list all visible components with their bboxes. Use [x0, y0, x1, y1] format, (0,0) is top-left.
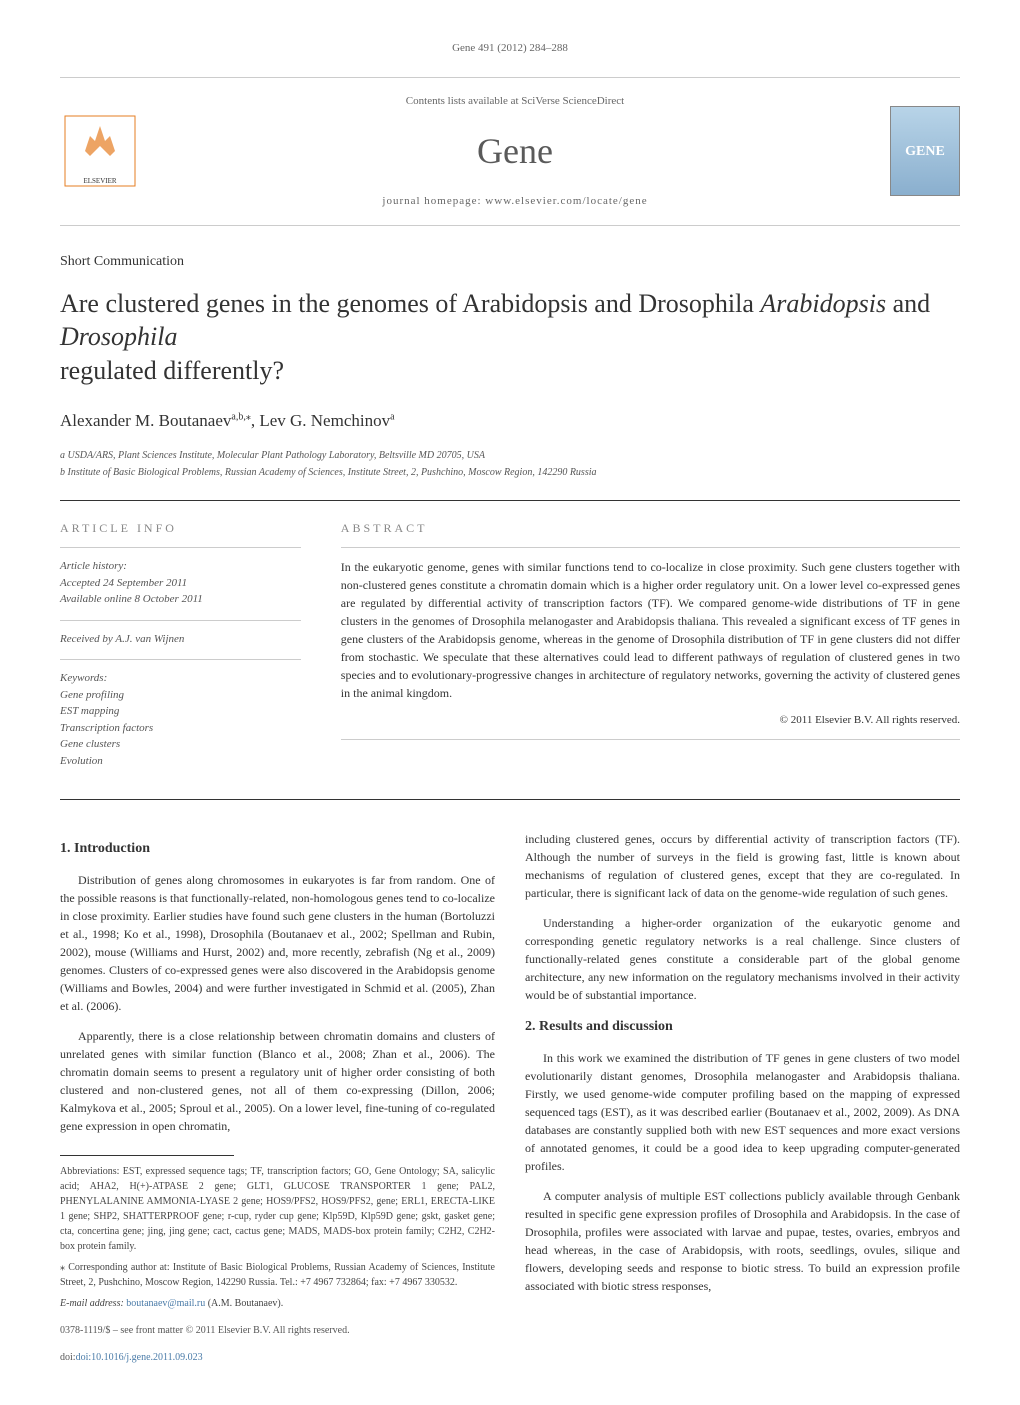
article-info: ARTICLE INFO Article history: Accepted 2… [60, 519, 301, 781]
header-citation: Gene 491 (2012) 284–288 [60, 40, 960, 57]
article-history: Article history: Accepted 24 September 2… [60, 558, 301, 608]
left-column: 1. Introduction Distribution of genes al… [60, 830, 495, 1365]
email-footnote: E-mail address: boutanaev@mail.ru (A.M. … [60, 1296, 495, 1311]
results-heading: 2. Results and discussion [525, 1016, 960, 1037]
intro-p4: Understanding a higher-order organizatio… [525, 914, 960, 1004]
abstract-section: ABSTRACT In the eukaryotic genome, genes… [341, 519, 960, 781]
affiliations: a USDA/ARS, Plant Sciences Institute, Mo… [60, 448, 960, 480]
contents-list: Contents lists available at SciVerse Sci… [140, 93, 890, 110]
journal-header: ELSEVIER Contents lists available at Sci… [60, 77, 960, 226]
journal-title: Gene [140, 124, 890, 178]
elsevier-logo: ELSEVIER [60, 111, 140, 191]
footer-doi: doi:doi:10.1016/j.gene.2011.09.023 [60, 1350, 495, 1365]
abstract-heading: ABSTRACT [341, 519, 960, 537]
authors: Alexander M. Boutanaeva,b,⁎, Lev G. Nemc… [60, 408, 960, 434]
results-p2: A computer analysis of multiple EST coll… [525, 1187, 960, 1295]
right-column: including clustered genes, occurs by dif… [525, 830, 960, 1365]
intro-heading: 1. Introduction [60, 838, 495, 859]
footnote-separator [60, 1155, 234, 1156]
email-link[interactable]: boutanaev@mail.ru [126, 1298, 205, 1309]
svg-text:ELSEVIER: ELSEVIER [83, 177, 116, 185]
article-info-heading: ARTICLE INFO [60, 519, 301, 537]
keywords-block: Keywords: Gene profiling EST mapping Tra… [60, 670, 301, 769]
intro-p2: Apparently, there is a close relationshi… [60, 1027, 495, 1135]
received-by: Received by A.J. van Wijnen [60, 631, 301, 648]
journal-center: Contents lists available at SciVerse Sci… [140, 93, 890, 210]
abstract-copyright: © 2011 Elsevier B.V. All rights reserved… [341, 712, 960, 729]
gene-cover-logo: GENE [890, 106, 960, 196]
footer-issn: 0378-1119/$ – see front matter © 2011 El… [60, 1323, 495, 1338]
section-type: Short Communication [60, 251, 960, 272]
info-abstract-block: ARTICLE INFO Article history: Accepted 2… [60, 500, 960, 800]
body-columns: 1. Introduction Distribution of genes al… [60, 830, 960, 1365]
intro-p3: including clustered genes, occurs by dif… [525, 830, 960, 902]
journal-homepage: journal homepage: www.elsevier.com/locat… [140, 193, 890, 210]
affiliation-b: b Institute of Basic Biological Problems… [60, 465, 960, 480]
doi-link[interactable]: doi:10.1016/j.gene.2011.09.023 [76, 1352, 203, 1363]
corresponding-footnote: ⁎ Corresponding author at: Institute of … [60, 1260, 495, 1290]
abbreviations-footnote: Abbreviations: EST, expressed sequence t… [60, 1164, 495, 1254]
affiliation-a: a USDA/ARS, Plant Sciences Institute, Mo… [60, 448, 960, 463]
article-title: Are clustered genes in the genomes of Ar… [60, 287, 960, 388]
abstract-text: In the eukaryotic genome, genes with sim… [341, 558, 960, 702]
intro-p1: Distribution of genes along chromosomes … [60, 871, 495, 1015]
results-p1: In this work we examined the distributio… [525, 1049, 960, 1175]
